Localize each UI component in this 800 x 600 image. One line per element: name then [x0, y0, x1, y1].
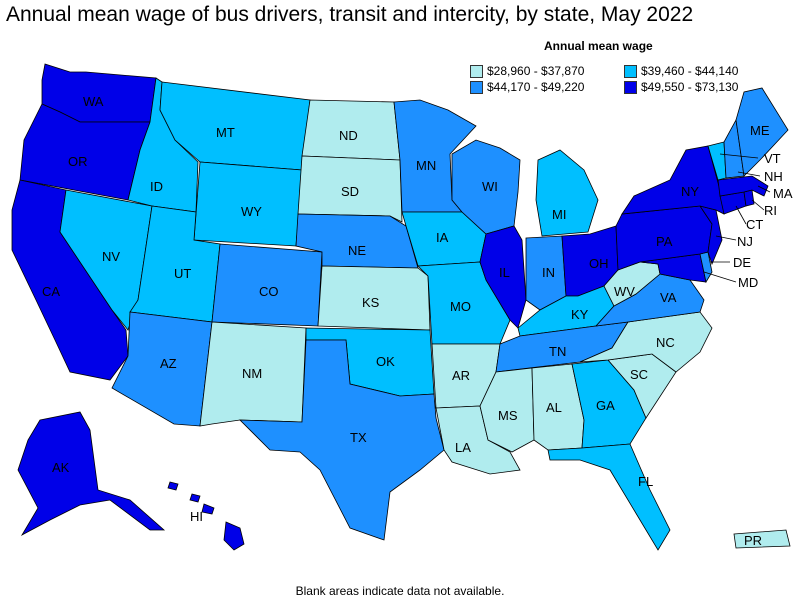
label-VT: VT [764, 151, 781, 166]
legend-swatch [470, 80, 483, 94]
state-WI[interactable] [451, 139, 521, 235]
label-GA: GA [596, 398, 615, 413]
label-PA: PA [656, 234, 673, 249]
leader-line [751, 199, 765, 211]
state-NY[interactable] [621, 145, 725, 215]
leader-line [757, 185, 771, 193]
label-VA: VA [660, 290, 677, 305]
label-ND: ND [339, 128, 358, 143]
legend-swatch [470, 64, 483, 78]
label-MO: MO [450, 299, 471, 314]
legend-label: $44,170 - $49,220 [487, 80, 585, 94]
label-KS: KS [362, 295, 380, 310]
label-ME: ME [750, 123, 770, 138]
state-MN[interactable] [393, 99, 477, 213]
label-CT: CT [746, 217, 763, 232]
label-NY: NY [681, 184, 699, 199]
leader-line [735, 205, 747, 225]
label-NE: NE [348, 243, 366, 258]
label-MS: MS [498, 408, 518, 423]
label-AK: AK [52, 460, 70, 475]
state-SD[interactable] [297, 155, 403, 223]
label-HI: HI [190, 509, 203, 524]
label-PR: PR [744, 533, 762, 548]
leader-line [719, 153, 759, 159]
legend-item-tier-1: $28,960 - $37,870 [470, 64, 584, 78]
label-MA: MA [773, 186, 793, 201]
state-HI[interactable] [167, 481, 245, 551]
legend-item-tier-3: $44,170 - $49,220 [470, 80, 584, 94]
label-SC: SC [630, 367, 648, 382]
label-IA: IA [436, 230, 449, 245]
label-NH: NH [764, 169, 783, 184]
label-MD: MD [738, 275, 758, 290]
state-KS[interactable] [317, 265, 431, 331]
state-PR[interactable] [733, 529, 791, 549]
label-MN: MN [416, 158, 436, 173]
map-title: Annual mean wage of bus drivers, transit… [6, 3, 694, 26]
state-TX[interactable] [239, 339, 445, 541]
label-WA: WA [83, 94, 104, 109]
legend-title: Annual mean wage [544, 39, 653, 53]
legend-swatch [624, 64, 637, 78]
leader-line [715, 235, 737, 241]
state-MI[interactable] [535, 149, 599, 237]
label-MI: MI [552, 207, 566, 222]
label-SD: SD [341, 184, 359, 199]
label-AR: AR [452, 368, 470, 383]
label-CO: CO [259, 284, 279, 299]
label-NJ: NJ [737, 234, 753, 249]
label-WV: WV [614, 284, 635, 299]
legend-swatch [624, 80, 637, 94]
state-ME[interactable] [735, 87, 789, 177]
label-OH: OH [589, 256, 609, 271]
label-AL: AL [546, 400, 562, 415]
label-IL: IL [499, 265, 510, 280]
label-OK: OK [376, 354, 395, 369]
label-CA: CA [42, 284, 60, 299]
state-AK[interactable] [17, 411, 166, 537]
state-FL[interactable] [547, 443, 671, 551]
legend-label: $49,550 - $73,130 [641, 80, 739, 94]
label-MT: MT [216, 125, 235, 140]
legend-item-tier-2: $39,460 - $44,140 [624, 64, 738, 78]
label-UT: UT [174, 266, 191, 281]
state-MA[interactable] [717, 175, 769, 197]
label-FL: FL [638, 474, 653, 489]
footer-note: Blank areas indicate data not available. [295, 584, 505, 598]
label-KY: KY [571, 307, 589, 322]
leader-line [737, 171, 761, 177]
label-AZ: AZ [160, 356, 177, 371]
label-WY: WY [241, 204, 262, 219]
leader-line [703, 271, 737, 283]
label-TN: TN [549, 344, 566, 359]
label-ID: ID [150, 179, 163, 194]
label-WI: WI [482, 179, 498, 194]
label-LA: LA [455, 440, 471, 455]
label-NM: NM [242, 366, 262, 381]
label-TX: TX [350, 430, 367, 445]
legend-label: $28,960 - $37,870 [487, 64, 585, 78]
label-NV: NV [102, 249, 120, 264]
state-RI[interactable] [743, 189, 755, 207]
label-OR: OR [68, 154, 88, 169]
label-NC: NC [656, 335, 675, 350]
legend-item-tier-4: $49,550 - $73,130 [624, 80, 738, 94]
label-DE: DE [733, 255, 751, 270]
label-RI: RI [764, 203, 777, 218]
label-IN: IN [542, 265, 555, 280]
legend-label: $39,460 - $44,140 [641, 64, 739, 78]
